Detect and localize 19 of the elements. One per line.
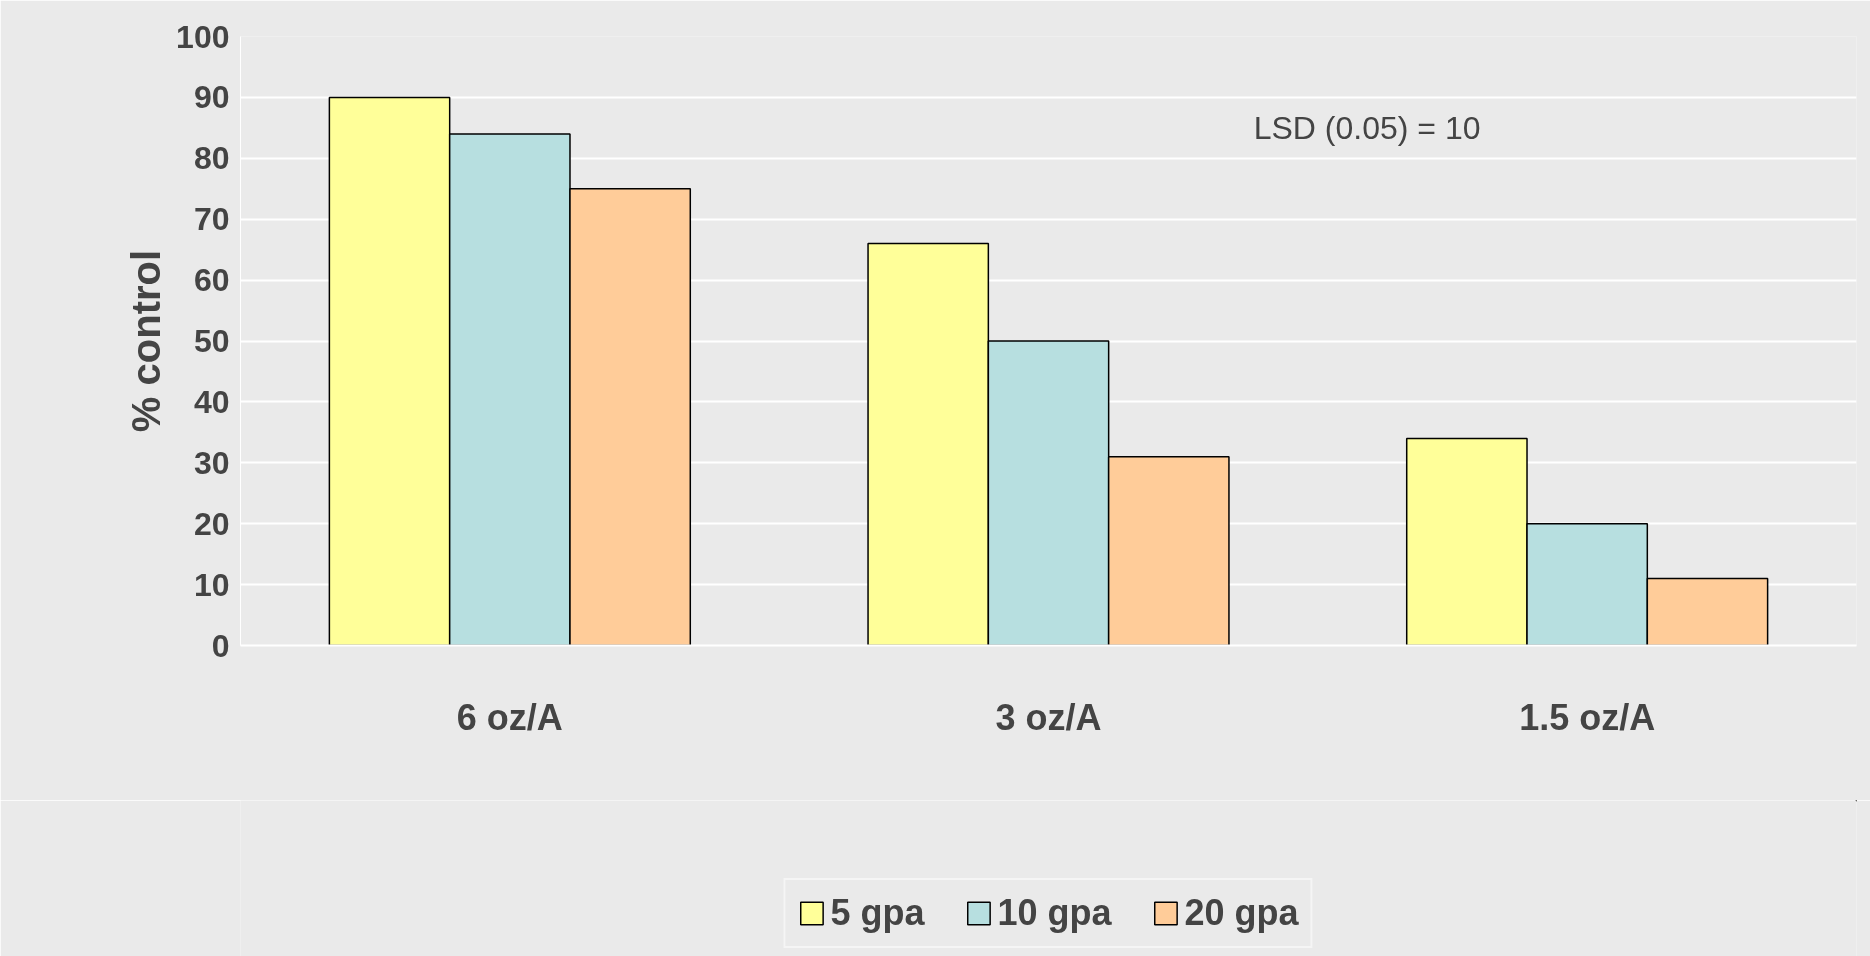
y-tick-label: 60: [193, 262, 230, 299]
y-tick-label: 70: [193, 201, 230, 238]
x-tick-label: 1.5 oz/A: [1519, 696, 1656, 738]
legend-label: 20 gpa: [1184, 892, 1299, 934]
y-tick-label: 20: [193, 505, 230, 542]
y-tick-label: 0: [211, 627, 230, 664]
y-tick-label: 90: [193, 79, 230, 116]
x-tick-label: 3 oz/A: [995, 696, 1102, 738]
x-tick-label: 6 oz/A: [456, 696, 563, 738]
y-tick-label: 80: [193, 140, 230, 177]
annotation: LSD (0.05) = 10: [1253, 109, 1481, 146]
y-tick-label: 30: [193, 444, 230, 481]
y-axis-title: % control: [124, 249, 169, 433]
y-tick-label: 100: [176, 18, 230, 55]
y-tick-label: 50: [193, 323, 230, 359]
y-tick-label: 40: [193, 383, 230, 420]
legend-label: 5 gpa: [830, 892, 925, 934]
legend-label: 10 gpa: [997, 892, 1112, 934]
y-tick-label: 10: [193, 566, 230, 603]
